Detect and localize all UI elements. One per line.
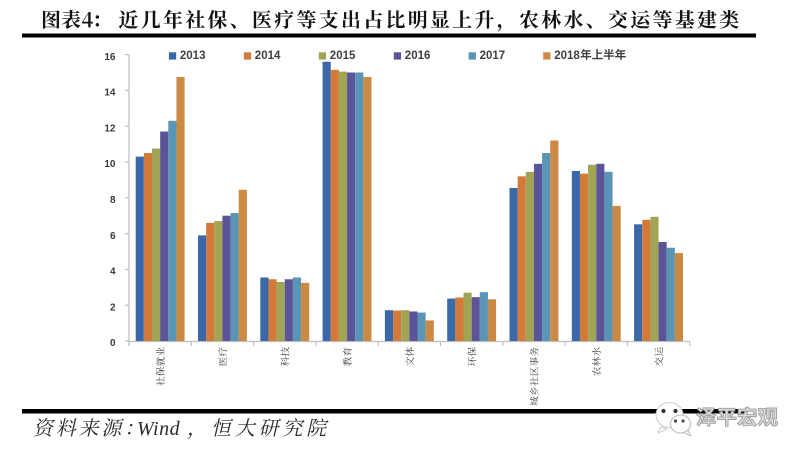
svg-text:2014: 2014 <box>255 50 281 62</box>
svg-text:0: 0 <box>110 338 116 349</box>
svg-text:10: 10 <box>104 159 116 170</box>
svg-text:2018: 2018 <box>554 50 580 62</box>
svg-text:16: 16 <box>104 52 116 63</box>
svg-text:Wind: Wind <box>137 418 181 440</box>
svg-text:2: 2 <box>110 302 116 313</box>
svg-text:14: 14 <box>104 88 116 99</box>
svg-text:2016: 2016 <box>405 50 431 62</box>
svg-text:12: 12 <box>104 123 116 134</box>
svg-text:4: 4 <box>110 267 116 278</box>
svg-text:8: 8 <box>110 195 116 206</box>
svg-text:6: 6 <box>110 231 116 242</box>
svg-text:2015: 2015 <box>330 50 356 62</box>
svg-text:2017: 2017 <box>480 50 506 62</box>
svg-text:2013: 2013 <box>180 50 206 62</box>
